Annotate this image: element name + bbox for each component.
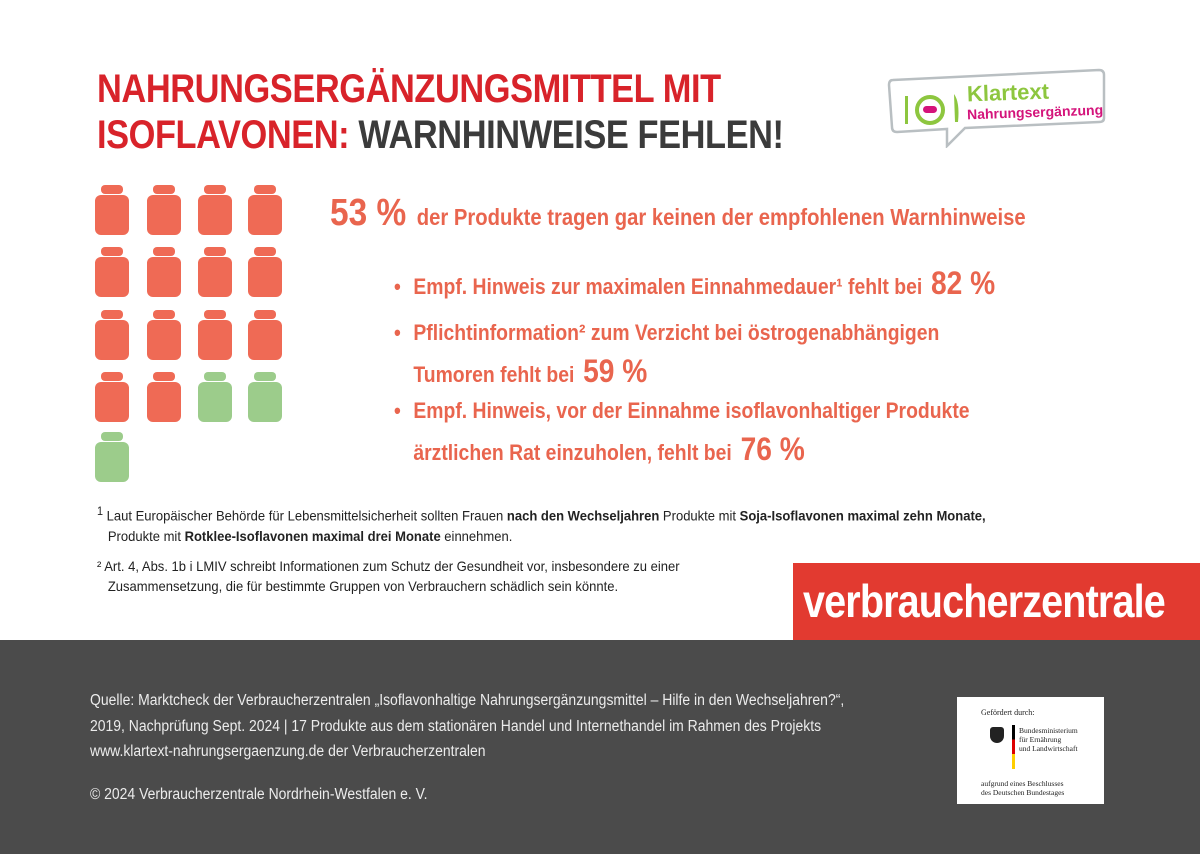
footnote-bold: Rotklee-Isoflavonen maximal drei Monate: [184, 527, 441, 544]
federal-eagle-icon: [990, 727, 1004, 743]
bullet-percent: 82 %: [931, 265, 996, 301]
footnote-text: Produkte mit: [659, 507, 740, 524]
headline-text: der Produkte tragen gar keinen der empfo…: [416, 204, 1026, 230]
funding-label: Gefördert durch:: [981, 708, 1035, 717]
plate-fork-knife-capsule-icon: [905, 94, 959, 125]
title-line-2-dark: WARNHINWEISE FEHLEN!: [358, 113, 784, 157]
jar-icon-red: [248, 247, 282, 297]
bullet-text: Tumoren fehlt bei: [413, 362, 575, 387]
jar-icon-red: [248, 185, 282, 235]
bullet-text: ärztlichen Rat einzuholen, fehlt bei: [413, 440, 732, 465]
jar-icon-red: [198, 310, 232, 360]
footnote-marker: 1: [97, 505, 104, 518]
bullet-item: • Empf. Hinweis zur maximalen Einnahmedau…: [394, 265, 996, 301]
title-line-2-red: ISOFLAVONEN:: [97, 113, 350, 157]
jar-icon-red: [147, 372, 181, 422]
footnote-1: 1 Laut Europäischer Behörde für Lebensmi…: [97, 502, 986, 546]
bullet-text: Empf. Hinweis zur maximalen Einnahmedaue…: [413, 274, 923, 299]
jar-icon-green: [95, 432, 129, 482]
page-title: NAHRUNGSERGÄNZUNGSMITTEL MIT ISOFLAVONEN…: [97, 66, 895, 158]
speech-bubble-icon: [887, 68, 1106, 150]
headline-stat: 53 % der Produkte tragen gar keinen der e…: [330, 192, 1026, 235]
footnote-text: Laut Europäischer Behörde für Lebensmitt…: [106, 507, 507, 524]
bullet-text: Pflichtinformation² zum Verzicht bei öst…: [413, 320, 940, 345]
ministry-line: Bundesministerium: [1019, 726, 1078, 735]
jar-icon-green: [248, 372, 282, 422]
bullet-percent: 59 %: [583, 353, 648, 389]
funding-note-line: des Deutschen Bundestages: [981, 788, 1065, 797]
footnote-2: ² Art. 4, Abs. 1b i LMIV schreibt Inform…: [97, 556, 680, 596]
bullet-percent: 76 %: [740, 431, 805, 467]
funding-note-line: aufgrund eines Beschlusses: [981, 779, 1064, 788]
source-line: Quelle: Marktcheck der Verbraucherzentra…: [90, 692, 845, 709]
footnote-text: einnehmen.: [440, 527, 513, 544]
jar-icon-red: [95, 372, 129, 422]
footnote-text: Zusammensetzung, die für bestimmte Grupp…: [107, 578, 619, 594]
ministry-name: Bundesministerium für Ernährung und Land…: [1019, 726, 1078, 753]
klartext-logo: Klartext Nahrungsergänzung: [885, 66, 1107, 150]
bullet-text: Empf. Hinweis, vor der Einnahme isoflavo…: [413, 398, 970, 423]
funding-note: aufgrund eines Beschlusses des Deutschen…: [981, 779, 1064, 797]
jar-icon-red: [147, 185, 181, 235]
jar-icon-red: [95, 247, 129, 297]
jar-icon-red: [198, 247, 232, 297]
footnote-text: Produkte mit: [107, 527, 185, 544]
jar-icon-red: [198, 185, 232, 235]
ministry-line: und Landwirtschaft: [1019, 744, 1078, 753]
source-line: 2019, Nachprüfung Sept. 2024 | 17 Produk…: [90, 718, 822, 735]
jar-icon-red: [95, 310, 129, 360]
title-line-1: NAHRUNGSERGÄNZUNGSMITTEL MIT: [97, 67, 721, 111]
brand-logo: verbraucherzentrale: [793, 563, 1200, 640]
footnote-marker: ²: [97, 558, 102, 574]
jar-icon-red: [147, 310, 181, 360]
bullet-item: • Empf. Hinweis, vor der Einnahme isoflav…: [394, 398, 970, 467]
flag-stripe-icon: [1012, 725, 1015, 769]
jar-icon-red: [95, 185, 129, 235]
source-link: www.klartext-nahrungsergaenzung.de der V…: [90, 743, 486, 760]
jar-icon-red: [248, 310, 282, 360]
jar-icon-green: [198, 372, 232, 422]
footnote-bold: nach den Wechseljahren: [506, 507, 660, 524]
copyright: © 2024 Verbraucherzentrale Nordrhein-Wes…: [90, 786, 428, 803]
headline-percent: 53 %: [330, 192, 407, 234]
footnote-text: Art. 4, Abs. 1b i LMIV schreibt Informat…: [104, 558, 680, 574]
brand-text: verbraucherzentrale: [803, 575, 1166, 627]
ministry-line: für Ernährung: [1019, 735, 1062, 744]
jar-icon-red: [147, 247, 181, 297]
bullet-item: • Pflichtinformation² zum Verzicht bei ös…: [394, 320, 940, 389]
footnote-bold: Soja-Isoflavonen maximal zehn Monate,: [739, 507, 986, 524]
funding-logo: Gefördert durch: Bundesministerium für E…: [957, 697, 1104, 804]
